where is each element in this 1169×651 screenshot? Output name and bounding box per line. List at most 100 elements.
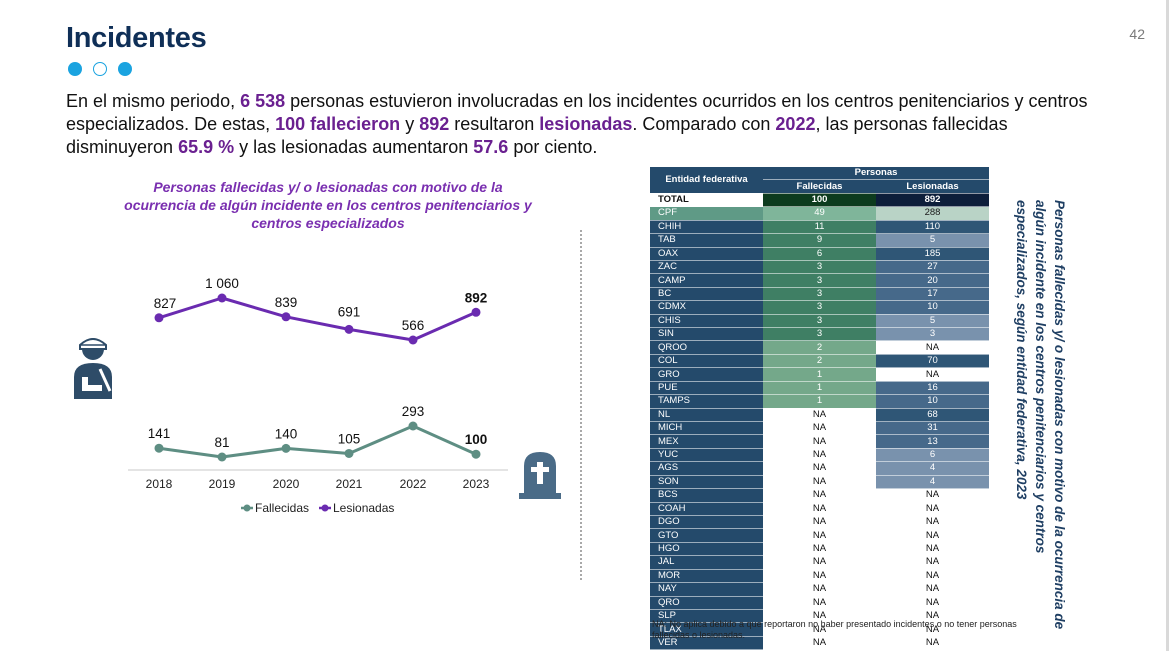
table-cell-lesionadas: 5 [876,314,989,329]
x-tick-label: 2022 [400,477,427,491]
data-point-fallecidas [154,443,164,453]
table-row: YUC NA 6 [650,448,989,463]
table-cell-fallecidas: 1 [763,394,876,409]
table-cell-lesionadas: NA [876,488,989,503]
table-row: JAL NA NA [650,555,989,570]
table-cell-entity: TAMPS [650,394,763,409]
intro-highlight: 2022 [775,114,816,134]
section-dot-2 [93,62,107,76]
line-chart: 2018 2019 2020 2021 2022 2023 141 81 140 105 293 10… [128,276,508,515]
table-cell-entity: NAY [650,582,763,597]
table-row: MOR NA NA [650,569,989,584]
table-cell-fallecidas: NA [763,488,876,503]
table-cell-lesionadas: NA [876,582,989,597]
table-cell-entity: CHIS [650,314,763,329]
table-row: QRO NA NA [650,596,989,610]
table-cell-entity: GTO [650,528,763,543]
table-row: OAX 6 185 [650,247,989,261]
table-cell-lesionadas: 5 [876,233,989,248]
intro-text: , las personas fallecidas disminuyeron [66,114,1008,157]
data-label: 293 [402,404,425,419]
table-cell-fallecidas: NA [763,528,876,543]
table-cell-entity: HGO [650,542,763,557]
data-label: 81 [214,435,229,450]
table-cell-lesionadas: 892 [876,193,989,208]
table-cell-lesionadas: NA [876,528,989,543]
table-cell-fallecidas: 3 [763,287,876,302]
table-cell-entity: VER [650,636,763,651]
table-cell-lesionadas: 27 [876,260,989,275]
table-row: TAMPS 1 10 [650,394,989,409]
table-cell-fallecidas: 1 [763,367,876,382]
table-row: BC 3 17 [650,287,989,302]
table-cell-lesionadas: 185 [876,247,989,261]
table-cell-fallecidas: 2 [763,340,876,355]
table-cell-fallecidas: 6 [763,247,876,261]
table-cell-lesionadas: 16 [876,381,989,396]
tombstone-icon [516,448,564,507]
table-row: CHIS 3 5 [650,314,989,329]
table-cell-fallecidas: NA [763,622,876,637]
table-cell-lesionadas: NA [876,555,989,570]
table-row: COAH NA NA [650,502,989,516]
intro-text: . Comparado con [632,114,776,134]
table-cell-entity: MOR [650,569,763,584]
x-tick-label: 2019 [209,477,236,491]
table-cell-fallecidas: 11 [763,220,876,235]
table-cell-lesionadas: NA [876,569,989,584]
table-cell-entity: AGS [650,461,763,476]
table-cell-entity: CHIH [650,220,763,235]
table-cell-fallecidas: NA [763,636,876,651]
data-label: 140 [275,426,298,441]
table-cell-entity: QROO [650,340,763,355]
intro-text: por ciento. [508,137,598,157]
table-cell-fallecidas: 3 [763,314,876,329]
table-cell-fallecidas: NA [763,596,876,610]
table-cell-lesionadas: 110 [876,220,989,235]
data-label: 691 [338,304,361,319]
intro-highlight: lesionadas [539,114,633,134]
table-cell-lesionadas: 3 [876,327,989,342]
table-cell-fallecidas: NA [763,448,876,463]
table-cell-fallecidas: 100 [763,193,876,208]
intro-highlight: 100 fallecieron [275,114,401,134]
table-row: MICH NA 31 [650,421,989,436]
intro-highlight: 892 [419,114,450,134]
table-cell-lesionadas: 70 [876,354,989,369]
x-tick-label: 2021 [336,477,363,491]
table-row: NL NA 68 [650,408,989,423]
data-point-lesionadas [408,335,418,345]
section-dot-3 [118,62,132,76]
table-cell-lesionadas: 4 [876,475,989,490]
section-dots [68,62,132,76]
table-note: NA: No aplica debido a que reportaron no… [652,619,1017,640]
chart-title: Personas fallecidas y/ o lesionadas con … [124,179,532,231]
intro-text: resultaron [449,114,540,134]
table-row: VER NA NA [650,636,989,651]
intro-highlight: 6 538 [240,91,286,111]
table-cell-entity: BCS [650,488,763,503]
intro-text: y las lesionadas aumentaron [234,137,474,157]
entity-table: Entidad federativa Personas Fallecidas L… [650,167,989,651]
page-title: Incidentes [66,22,207,54]
table-cell-entity: CAMP [650,273,763,288]
table-cell-lesionadas: NA [876,502,989,516]
legend-swatch-marker [321,504,329,512]
table-row: MEX NA 13 [650,434,989,449]
data-point-fallecidas [217,452,227,462]
intro-highlight: 57.6 [473,137,509,157]
data-label: 100 [465,432,488,447]
table-cell-lesionadas: NA [876,636,989,651]
table-cell-entity: TLAX [650,622,763,637]
table-header-group: Personas [763,167,989,181]
legend-label: Fallecidas [255,501,309,515]
table-cell-lesionadas: NA [876,515,989,530]
table-cell-entity: CPF [650,206,763,221]
table-row: GTO NA NA [650,528,989,543]
intro-text: y [400,114,420,134]
data-point-lesionadas [471,307,481,317]
page-number: 42 [1129,26,1145,42]
intro-highlight: 65.9 % [178,137,235,157]
section-dot-1 [68,62,82,76]
data-point-lesionadas [217,293,227,303]
